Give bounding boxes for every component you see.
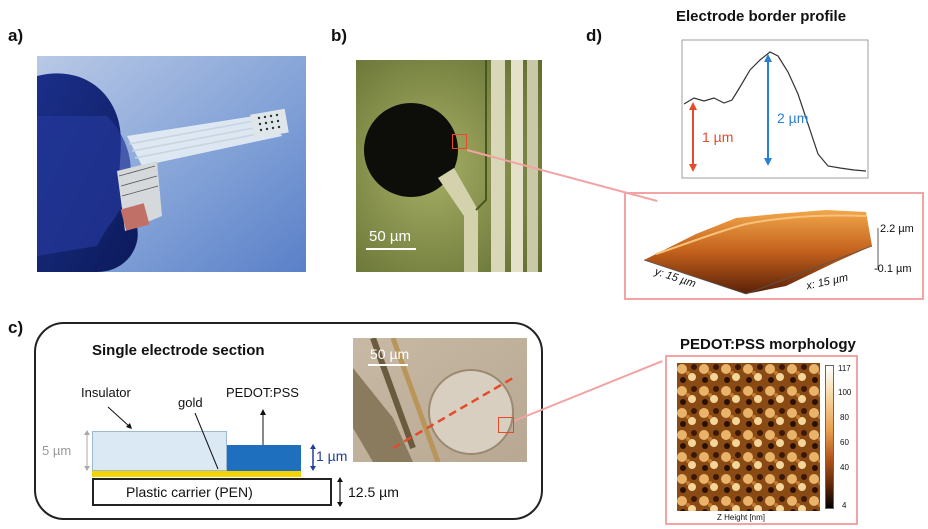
panel-label-d: d) <box>586 26 603 45</box>
colorbar-tick-80: 80 <box>840 413 849 422</box>
colorbar-tick-40: 40 <box>840 463 849 472</box>
panel-c-scale-label: 50 µm <box>370 346 410 362</box>
carrier-label: Plastic carrier (PEN) <box>126 484 253 500</box>
annotation-1um: 1 µm <box>702 129 734 145</box>
panel-a-photo <box>37 56 306 272</box>
panel-b-micrograph <box>356 60 542 272</box>
insulator-label: Insulator <box>81 385 131 400</box>
gold-layer <box>92 471 301 477</box>
colorbar <box>825 365 834 509</box>
morph-image <box>677 363 820 511</box>
afm-z-top: 2.2 µm <box>880 223 914 235</box>
section-title: Single electrode section <box>92 342 265 359</box>
panel-c-zoom-marker <box>498 417 514 433</box>
morph-title: PEDOT:PSS morphology <box>680 336 856 353</box>
colorbar-tick-117: 117 <box>838 364 851 373</box>
insulator-layer <box>92 431 227 471</box>
colorbar-tick-4: 4 <box>842 501 847 510</box>
panel-c-frame <box>34 322 543 520</box>
morph-box <box>665 355 858 525</box>
annotation-2um: 2 µm <box>777 110 809 126</box>
panel-b-zoom-marker <box>452 134 467 149</box>
panel-c-scalebar <box>368 364 408 366</box>
pedot-label: PEDOT:PSS <box>226 385 299 400</box>
gold-label: gold <box>178 395 203 410</box>
panel-b-scale-label: 50 µm <box>369 228 411 245</box>
panel-label-a: a) <box>8 26 24 45</box>
colorbar-tick-100: 100 <box>838 388 852 397</box>
carrier-layer <box>92 478 332 506</box>
panel-b-scalebar <box>366 248 416 250</box>
panel-c-photo <box>353 338 527 462</box>
colorbar-label: Z Height [nm] <box>717 513 766 522</box>
panel-label-b: b) <box>331 26 348 45</box>
thickness-12-5um: 12.5 µm <box>348 484 399 500</box>
afm-z-bottom: -0.1 µm <box>874 263 912 275</box>
thickness-5um: 5 µm <box>42 443 72 458</box>
colorbar-tick-60: 60 <box>840 438 849 447</box>
pedot-layer <box>227 445 301 471</box>
panel-label-c: c) <box>8 318 24 337</box>
profile-title: Electrode border profile <box>676 8 847 25</box>
section-leader-lines <box>84 406 343 507</box>
afm-3d-box <box>624 192 924 300</box>
thickness-1um: 1 µm <box>316 448 348 464</box>
profile-plot <box>660 32 880 192</box>
